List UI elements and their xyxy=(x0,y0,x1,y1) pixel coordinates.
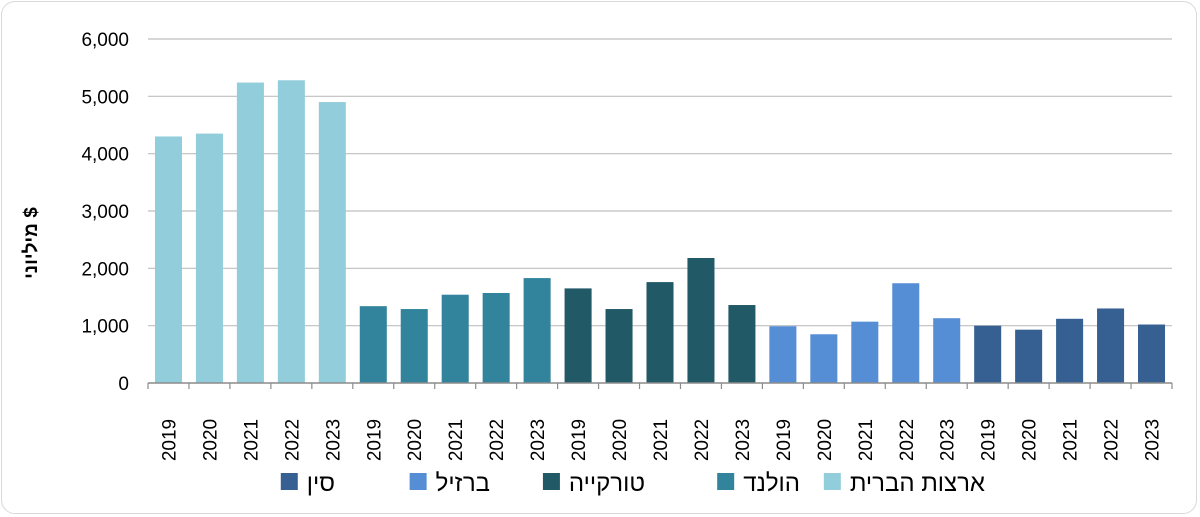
y-tick-label: 4,000 xyxy=(81,145,129,166)
bar xyxy=(1138,324,1166,383)
legend-label: ברזיל xyxy=(436,470,490,497)
legend-item: סין xyxy=(280,470,335,497)
y-tick-label: 5,000 xyxy=(81,87,129,108)
legend-swatch xyxy=(717,473,735,490)
axes: 0 1,000 2,000 3,000 4,000 5,000 6,000 2019 2020 2… xyxy=(81,30,1173,461)
gridlines xyxy=(148,38,1172,327)
y-tick-label: 6,000 xyxy=(81,30,129,51)
legend-label: סין xyxy=(307,470,335,497)
legend: ארצות הברית הולנד טורקייה ברזיל סין xyxy=(280,470,985,497)
bar xyxy=(851,321,879,383)
legend-item: הולנד xyxy=(717,470,800,497)
bar xyxy=(154,136,182,383)
bar xyxy=(1015,329,1043,383)
x-tick-label: 2023 xyxy=(528,419,549,461)
y-tick-label: 3,000 xyxy=(81,202,129,223)
bar xyxy=(277,80,305,383)
x-tick-label: 2021 xyxy=(1061,419,1082,461)
x-tick-label: 2021 xyxy=(856,419,877,461)
legend-label: טורקייה xyxy=(569,470,645,497)
bar xyxy=(769,326,797,383)
x-tick-label: 2020 xyxy=(1020,419,1041,461)
legend-item: טורקייה xyxy=(542,470,645,497)
bar xyxy=(441,294,469,383)
bar xyxy=(605,309,633,383)
x-tick-label: 2020 xyxy=(200,419,221,461)
x-tick-label: 2019 xyxy=(159,419,180,461)
legend-swatch xyxy=(542,473,560,490)
bar xyxy=(400,309,428,383)
x-tick-label: 2022 xyxy=(1102,419,1123,461)
x-tick-label: 2020 xyxy=(815,419,836,461)
legend-swatch xyxy=(409,473,427,490)
legend-item: ברזיל xyxy=(409,470,490,497)
legend-label: ארצות הברית xyxy=(850,470,985,497)
bar xyxy=(810,334,838,383)
x-tick-label: 2023 xyxy=(733,419,754,461)
bar xyxy=(646,282,674,383)
x-tick-label: 2021 xyxy=(446,419,467,461)
x-tick-label: 2023 xyxy=(938,419,959,461)
bar xyxy=(236,82,264,383)
x-tick-label: 2019 xyxy=(364,419,385,461)
x-tick-label: 2020 xyxy=(405,419,426,461)
x-tick-label: 2022 xyxy=(487,419,508,461)
bar xyxy=(933,318,961,383)
x-tick-label: 2020 xyxy=(610,419,631,461)
bar xyxy=(892,283,920,383)
bar xyxy=(482,292,510,383)
x-tick-label: 2022 xyxy=(692,419,713,461)
bar xyxy=(523,278,551,383)
bar xyxy=(318,102,346,384)
x-tick-label: 2021 xyxy=(241,419,262,461)
bar xyxy=(1056,318,1084,383)
x-tick-label: 2019 xyxy=(979,419,1000,461)
x-tick-label: 2022 xyxy=(897,419,918,461)
bar xyxy=(687,258,715,383)
bar xyxy=(728,305,756,383)
x-tick-label: 2019 xyxy=(569,419,590,461)
y-tick-label: 1,000 xyxy=(81,317,129,338)
bar xyxy=(564,288,592,383)
bar xyxy=(195,133,223,383)
x-tick-label: 2023 xyxy=(323,419,344,461)
legend-label: הולנד xyxy=(743,470,800,497)
y-tick-label: 2,000 xyxy=(81,259,129,280)
x-tick-label: 2022 xyxy=(282,419,303,461)
bar xyxy=(359,306,387,383)
legend-swatch xyxy=(280,473,298,490)
x-tick-label: 2023 xyxy=(1143,419,1164,461)
y-tick-label: 0 xyxy=(118,374,129,395)
legend-item: ארצות הברית xyxy=(823,470,985,497)
bar xyxy=(974,325,1002,383)
y-axis-label: מיליוני $ xyxy=(21,207,42,279)
x-tick-label: 2021 xyxy=(651,419,672,461)
x-tick-label: 2019 xyxy=(774,419,795,461)
legend-swatch xyxy=(823,473,841,490)
bar xyxy=(1097,308,1125,383)
bars xyxy=(154,80,1166,384)
